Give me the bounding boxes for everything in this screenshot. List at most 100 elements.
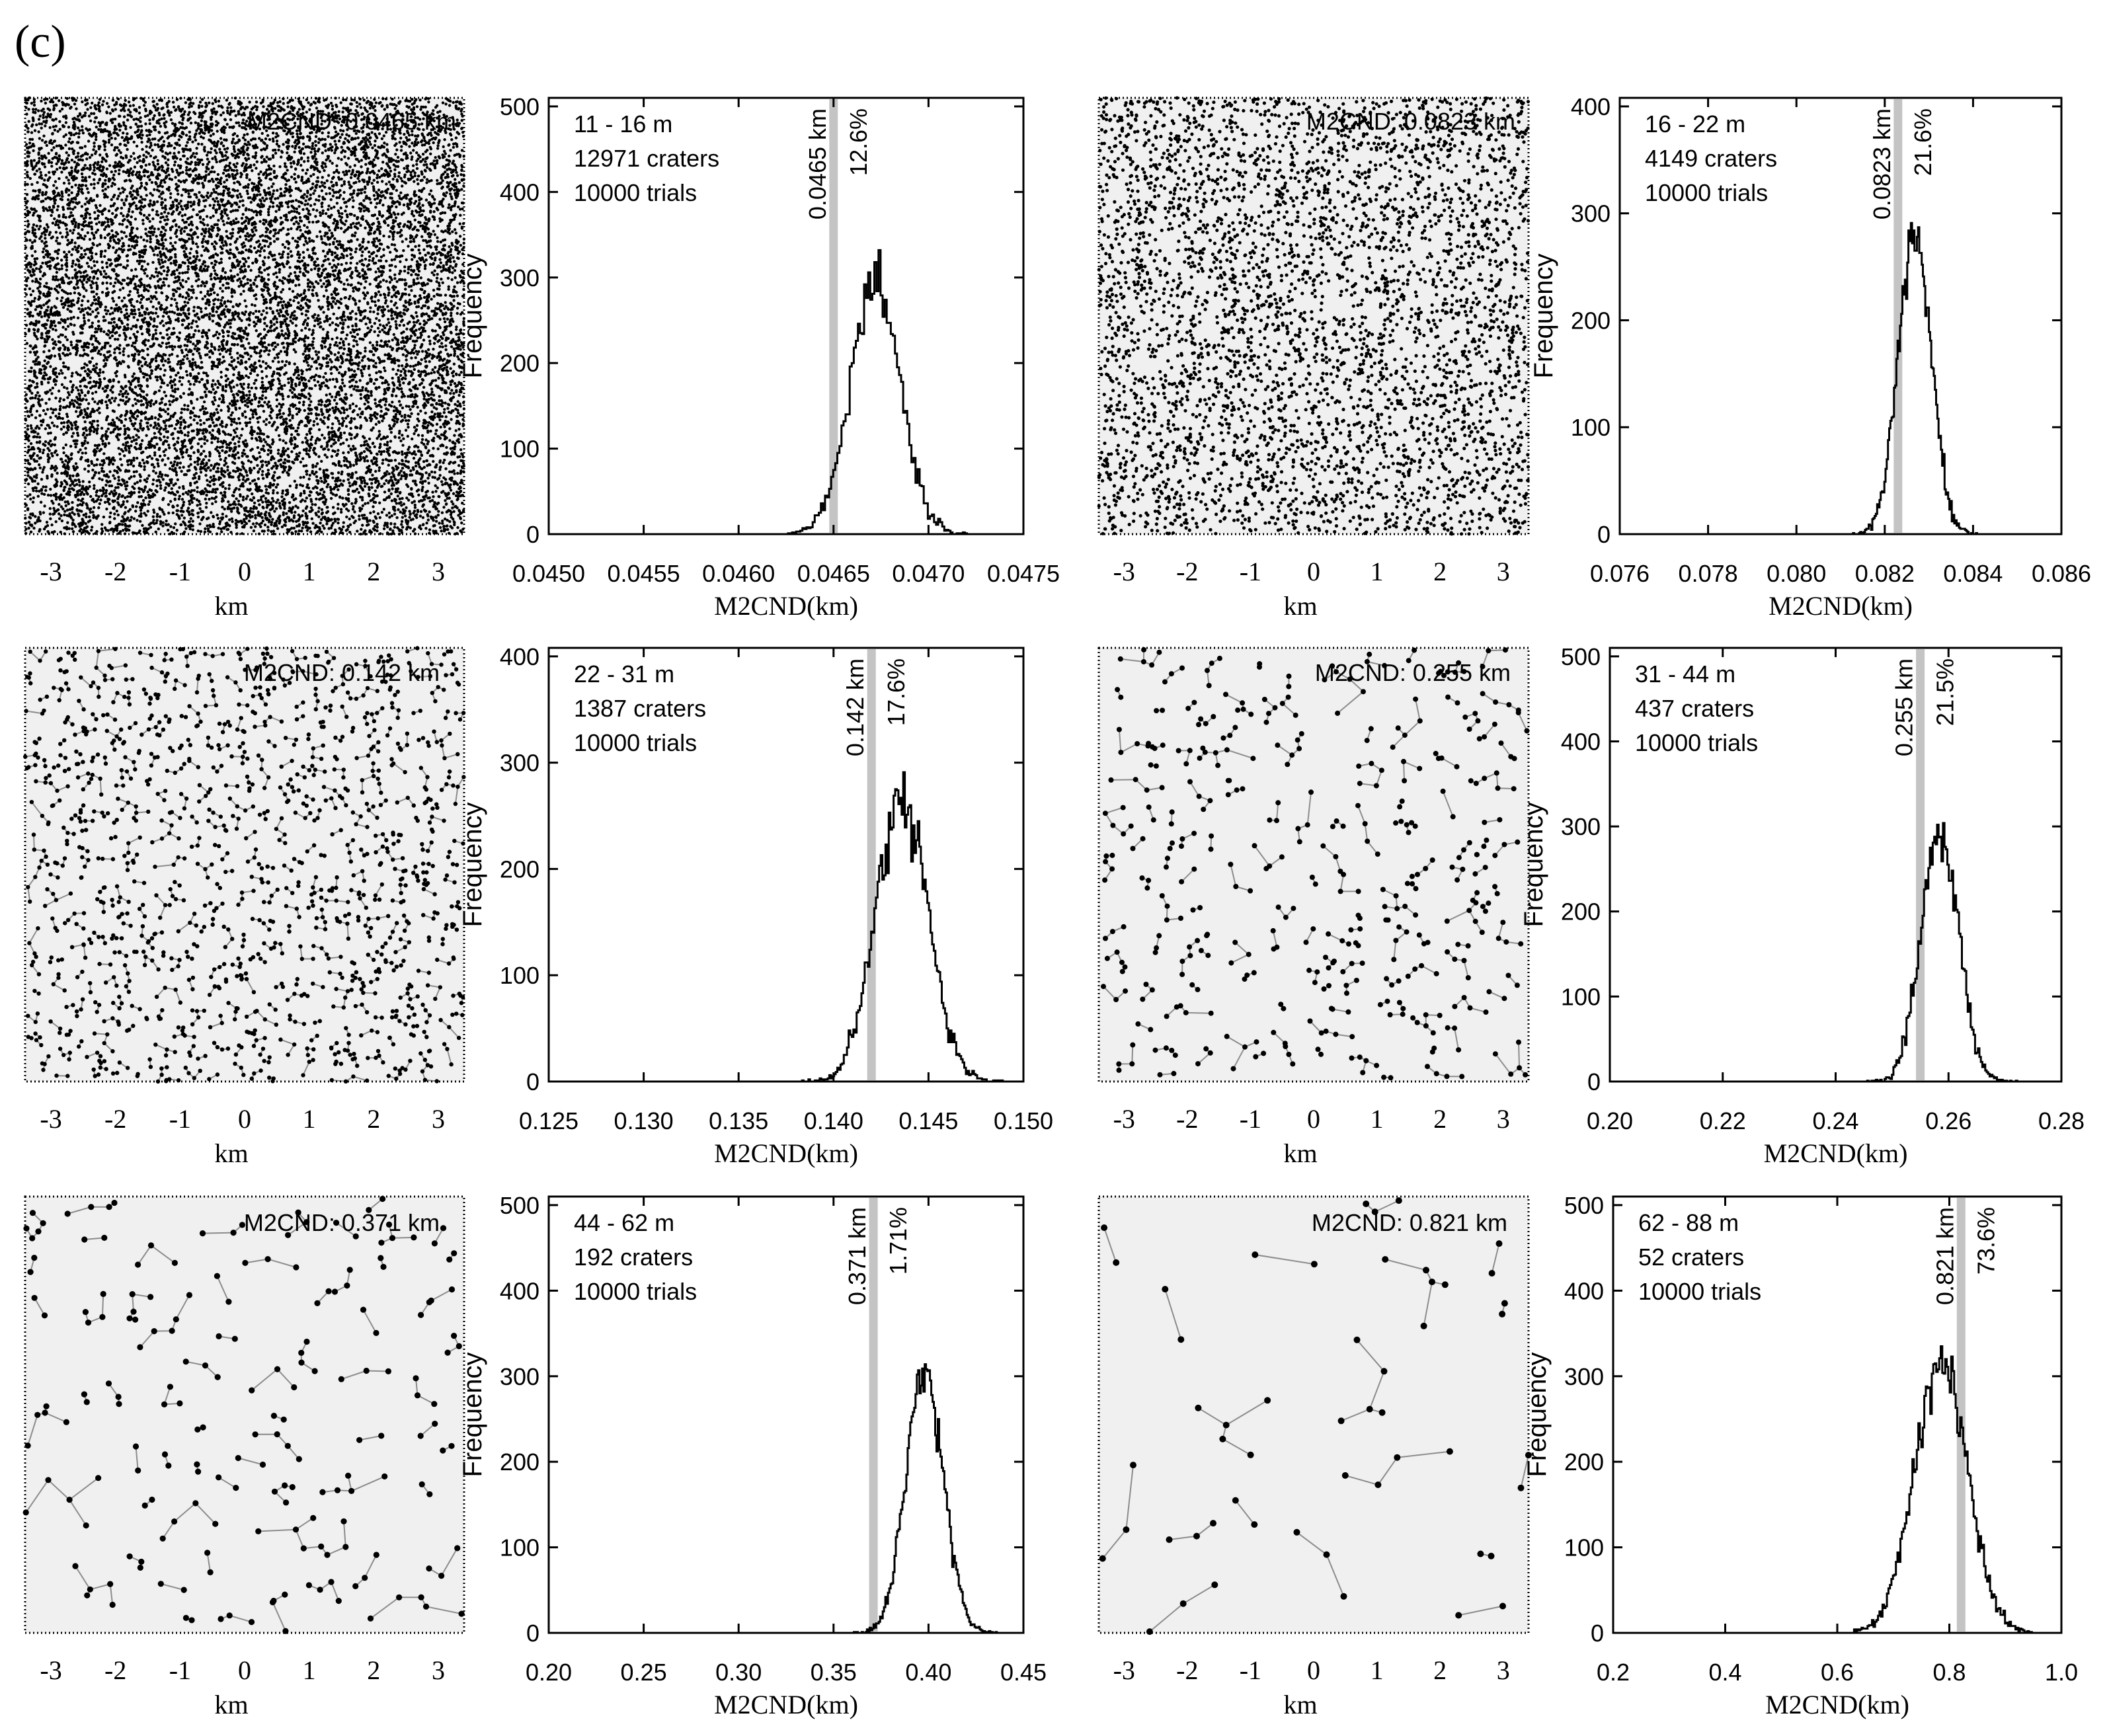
crater-point xyxy=(1274,818,1279,824)
crater-point xyxy=(1381,1074,1387,1080)
map-x-tick-label: -3 xyxy=(40,1104,61,1134)
crater-point xyxy=(350,725,356,730)
crater-point xyxy=(442,1042,447,1046)
crater-point xyxy=(451,994,456,998)
crater-point xyxy=(282,683,287,688)
crater-point xyxy=(409,669,413,674)
crater-point xyxy=(1283,914,1289,920)
crater-point xyxy=(79,1007,83,1012)
crater-point xyxy=(96,1072,101,1077)
crater-point xyxy=(152,755,157,760)
crater-point xyxy=(44,694,50,699)
crater-point xyxy=(81,803,86,808)
crater-point xyxy=(271,1076,276,1081)
crater-point xyxy=(418,1594,424,1600)
crater-point xyxy=(345,842,350,848)
crater-point xyxy=(272,670,277,676)
crater-point xyxy=(109,1601,116,1608)
crater-point xyxy=(1225,792,1231,798)
crater-point xyxy=(1493,770,1499,776)
map-x-axis-label: km xyxy=(1283,1690,1317,1719)
crater-map-panel-3: M2CND: 0.142 km-3 -2 -1 0 1 2 3km xyxy=(23,646,466,1168)
crater-point xyxy=(1326,965,1332,971)
crater-point xyxy=(385,1221,393,1228)
histogram-series xyxy=(549,771,1023,1083)
x-tick-label: 0.45 xyxy=(1000,1659,1047,1686)
crater-point xyxy=(319,725,324,729)
crater-point xyxy=(454,927,459,932)
crater-point xyxy=(45,862,50,867)
crater-point xyxy=(1118,694,1124,700)
crater-point xyxy=(424,799,429,805)
crater-point xyxy=(207,992,212,998)
crater-point xyxy=(304,794,309,799)
crater-point xyxy=(153,931,157,936)
crater-point xyxy=(173,1050,177,1054)
crater-point xyxy=(377,970,382,974)
crater-point xyxy=(241,937,247,943)
crater-point xyxy=(333,686,338,690)
crater-point xyxy=(1187,779,1193,785)
crater-point xyxy=(213,824,218,830)
crater-point xyxy=(314,672,319,677)
crater-point xyxy=(149,763,154,768)
crater-point xyxy=(1318,1051,1324,1057)
info-line-1: 16 - 22 m xyxy=(1645,110,1745,138)
crater-point xyxy=(83,955,88,960)
crater-point xyxy=(1361,689,1366,695)
crater-point xyxy=(346,1033,351,1037)
crater-point xyxy=(315,699,320,703)
crater-point xyxy=(274,985,278,990)
crater-point xyxy=(1417,766,1423,771)
crater-point xyxy=(1314,969,1320,975)
crater-point xyxy=(1293,712,1298,718)
crater-point xyxy=(272,744,277,748)
crater-point xyxy=(181,1025,186,1030)
crater-point xyxy=(265,688,270,693)
crater-point xyxy=(288,1017,292,1022)
crater-point xyxy=(1298,730,1304,736)
crater-point xyxy=(321,743,325,748)
crater-point xyxy=(95,897,100,902)
crater-point xyxy=(120,775,124,780)
crater-point xyxy=(29,1210,36,1216)
crater-point xyxy=(368,934,372,939)
observed-value-label: 0.142 km xyxy=(842,658,869,756)
crater-point xyxy=(148,695,153,700)
crater-point xyxy=(440,1447,446,1454)
crater-point xyxy=(77,1044,81,1049)
crater-point xyxy=(454,667,459,672)
crater-point xyxy=(182,806,187,811)
crater-point xyxy=(315,654,320,658)
crater-point xyxy=(101,910,106,914)
crater-point xyxy=(448,731,452,736)
crater-point xyxy=(1484,837,1490,843)
crater-point xyxy=(451,1250,458,1257)
crater-point xyxy=(168,746,173,750)
crater-point xyxy=(241,741,245,746)
crater-point xyxy=(1412,823,1418,829)
x-axis-label: M2CND(km) xyxy=(714,1138,858,1168)
crater-point xyxy=(265,864,270,869)
crater-point xyxy=(417,1433,424,1439)
crater-point xyxy=(1252,843,1257,849)
crater-point xyxy=(112,950,117,955)
crater-point xyxy=(77,699,81,703)
crater-point xyxy=(127,978,132,984)
crater-map-panel-2: M2CND: 0.0823 km-3 -2 -1 0 1 2 3km xyxy=(1097,96,1531,621)
crater-point xyxy=(343,995,348,1000)
crater-point xyxy=(1397,804,1403,810)
crater-point xyxy=(1508,1071,1514,1077)
crater-point xyxy=(47,773,52,778)
crater-point xyxy=(46,822,51,826)
crater-point xyxy=(285,998,290,1002)
crater-point xyxy=(170,967,175,972)
crater-point xyxy=(374,969,378,974)
y-tick-label: 100 xyxy=(500,436,539,463)
crater-point xyxy=(80,828,85,833)
crater-point xyxy=(389,701,395,705)
map-x-tick-label: 0 xyxy=(238,1655,251,1685)
crater-point xyxy=(197,799,202,804)
crater-point xyxy=(425,775,430,779)
